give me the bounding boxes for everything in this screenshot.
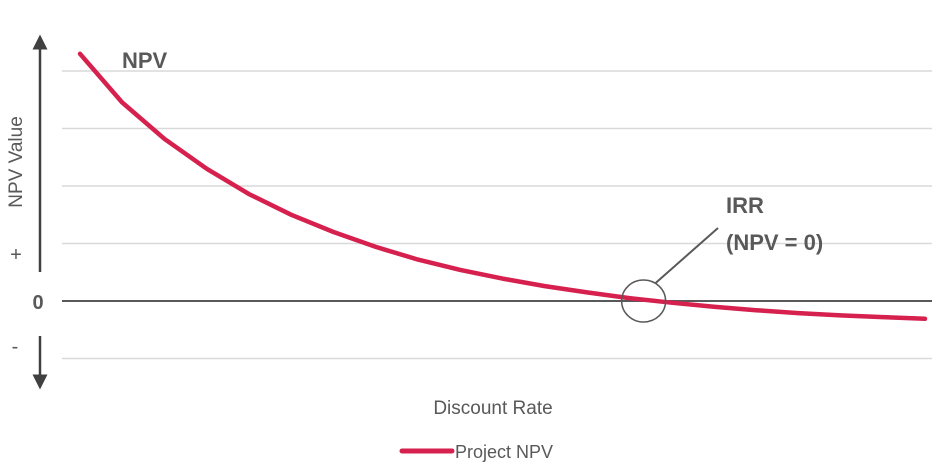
legend: Project NPV [399, 442, 553, 462]
y-axis-label: NPV Value [6, 116, 27, 208]
plus-label: + [10, 244, 22, 266]
irr-leader-line [654, 227, 719, 284]
irr-label: IRR [726, 193, 764, 218]
curve-label-npv: NPV [122, 48, 168, 73]
legend-label-project-npv: Project NPV [455, 442, 553, 462]
series-layer [77, 51, 928, 322]
irr-circle [620, 279, 667, 323]
series-line-project-npv [77, 51, 928, 322]
x-axis-label: Discount Rate [433, 398, 552, 419]
irr-sublabel: (NPV = 0) [726, 230, 823, 255]
minus-label: - [12, 336, 19, 358]
gridlines [62, 70, 932, 360]
zero-tick-label: 0 [32, 292, 43, 314]
